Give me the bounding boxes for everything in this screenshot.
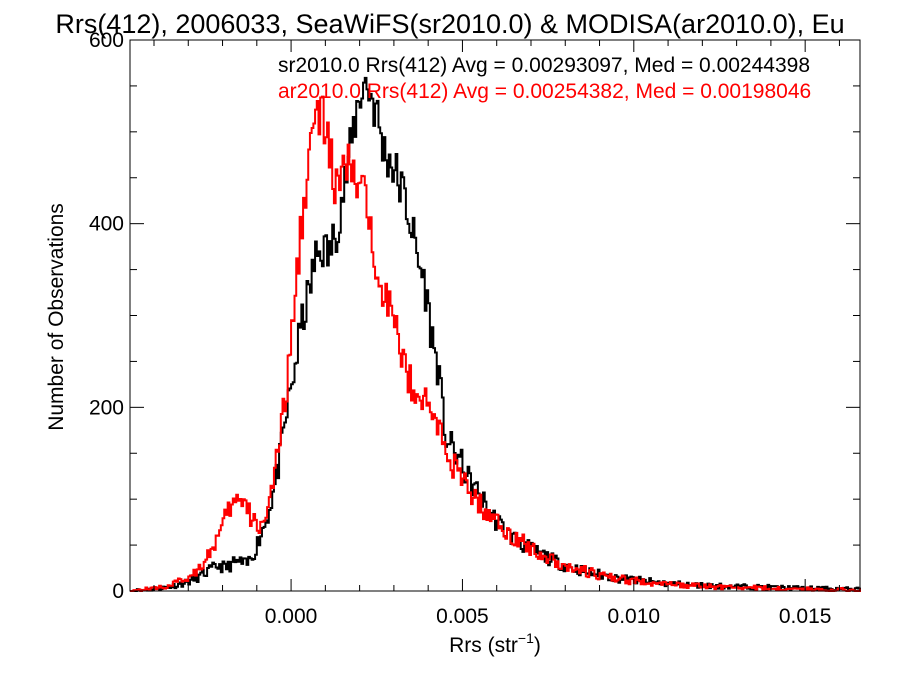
x-tick-label: 0.010 xyxy=(608,605,661,628)
ticks-layer: 0.000 0.005 0.010 0.015 0 200 400 600 xyxy=(89,29,860,628)
chart-title: Rrs(412), 2006033, SeaWiFS(sr2010.0) & M… xyxy=(55,9,844,39)
series-layer xyxy=(130,76,861,592)
legend-entry-sr2010: sr2010.0 Rrs(412) Avg = 0.00293097, Med … xyxy=(278,54,810,77)
x-tick-label: 0.000 xyxy=(265,605,318,628)
y-tick-label: 0 xyxy=(112,580,124,603)
y-tick-label: 600 xyxy=(89,29,124,52)
x-tick-label: 0.005 xyxy=(436,605,489,628)
legend-entry-ar2010: ar2010.0 Rrs(412) Avg = 0.00254382, Med … xyxy=(278,80,811,103)
x-tick-label: 0.015 xyxy=(779,605,832,628)
y-tick-label: 200 xyxy=(89,396,124,419)
x-axis-label: Rrs (str−1) xyxy=(449,630,541,657)
series-line-ar20100 xyxy=(130,95,861,592)
y-axis-label: Number of Observations xyxy=(45,203,68,431)
plot-frame xyxy=(129,39,861,592)
y-tick-label: 400 xyxy=(89,213,124,236)
series-line-sr20100 xyxy=(130,76,861,592)
